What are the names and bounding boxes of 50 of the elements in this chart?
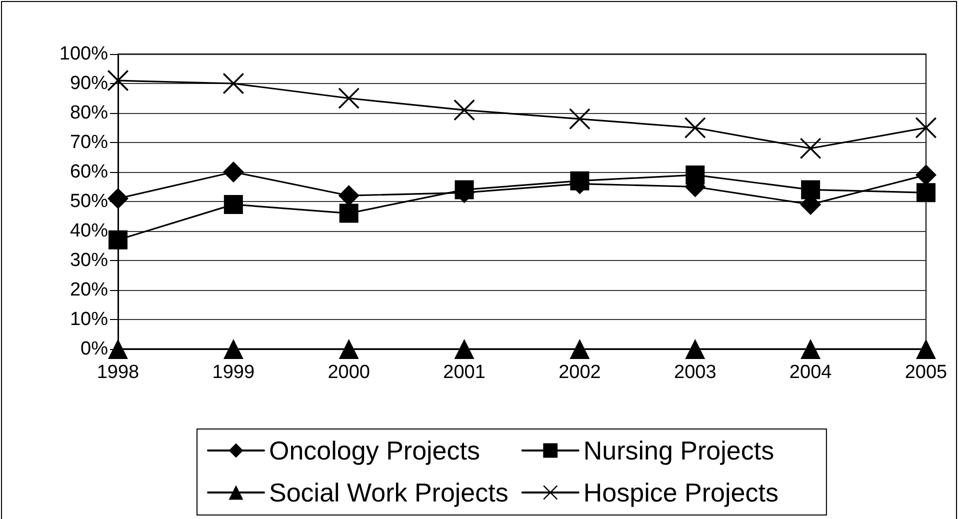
legend-label: Social Work Projects — [269, 478, 508, 508]
y-tick-label: 10% — [70, 309, 108, 330]
y-tick-label: 70% — [70, 132, 108, 153]
point — [800, 339, 821, 359]
legend-label: Oncology Projects — [269, 436, 480, 466]
legend-label: Nursing Projects — [583, 436, 774, 466]
point — [685, 339, 706, 359]
point — [570, 339, 590, 359]
point — [916, 339, 936, 359]
y-tick-label: 20% — [70, 280, 108, 300]
point — [222, 73, 244, 94]
x-tick-label: 2000 — [328, 362, 370, 383]
x-tick-label: 1999 — [212, 362, 255, 383]
point — [454, 339, 474, 359]
point — [223, 339, 244, 359]
y-tick-label: 40% — [70, 220, 108, 242]
y-tick-label: 100% — [59, 44, 108, 64]
x-tick-label: 2003 — [674, 362, 716, 383]
x-tick-label: 2001 — [443, 362, 486, 383]
point — [339, 204, 358, 223]
point — [224, 194, 243, 214]
point — [108, 70, 128, 92]
point — [916, 183, 936, 202]
x-tick-label: 2005 — [904, 362, 948, 383]
point — [684, 117, 706, 138]
x-tick-label: 2002 — [558, 362, 601, 383]
point — [454, 100, 475, 121]
x-tick-label: 1998 — [96, 362, 140, 383]
point — [916, 117, 936, 138]
y-tick-label: 60% — [70, 162, 108, 182]
point — [338, 339, 359, 359]
point — [916, 164, 936, 186]
point — [569, 108, 590, 130]
point — [108, 230, 128, 250]
point — [570, 171, 590, 190]
y-tick-label: 90% — [70, 73, 108, 94]
y-tick-label: 50% — [70, 191, 108, 212]
point — [800, 138, 822, 159]
y-tick-label: 30% — [70, 250, 108, 271]
point — [108, 188, 128, 210]
legend-label: Hospice Projects — [583, 478, 778, 508]
point — [338, 88, 360, 109]
point — [454, 180, 474, 200]
point — [801, 180, 820, 200]
x-tick-label: 2004 — [789, 362, 832, 383]
y-tick-label: 0% — [80, 338, 108, 360]
point — [686, 165, 705, 184]
point — [108, 339, 128, 359]
point — [222, 162, 244, 182]
y-tick-label: 80% — [70, 102, 108, 124]
